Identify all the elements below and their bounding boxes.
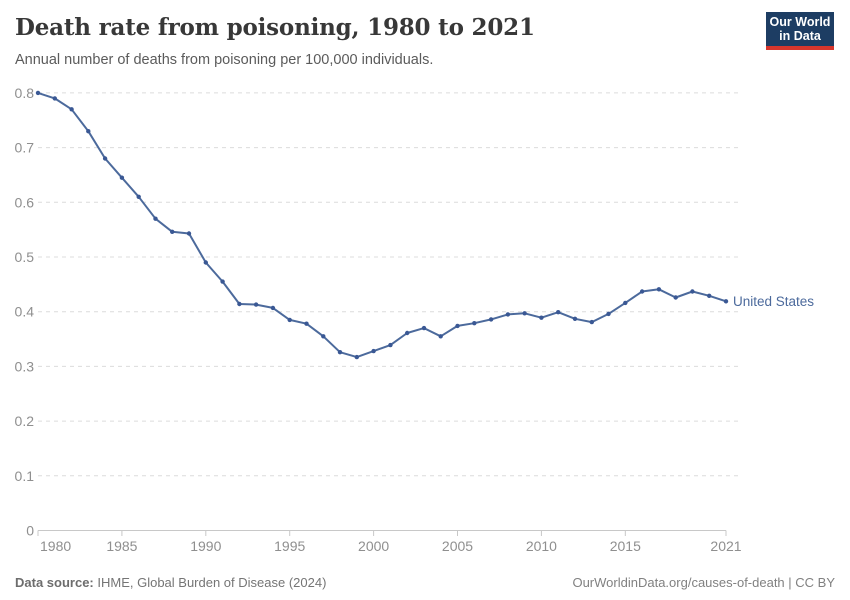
y-tick-label: 0.1 <box>15 468 35 484</box>
y-tick-label: 0 <box>26 523 34 539</box>
data-point[interactable] <box>287 317 292 323</box>
data-point[interactable] <box>572 316 578 321</box>
chart-subtitle: Annual number of deaths from poisoning p… <box>15 52 434 68</box>
x-tick-label: 2021 <box>710 538 741 554</box>
data-point[interactable] <box>220 279 225 284</box>
data-point[interactable] <box>623 300 628 306</box>
x-tick-label: 1990 <box>190 538 221 554</box>
data-point[interactable] <box>69 107 74 112</box>
data-source-text: IHME, Global Burden of Disease (2024) <box>93 575 327 590</box>
data-point[interactable] <box>321 334 326 339</box>
data-point[interactable] <box>606 311 611 317</box>
x-tick-label: 2015 <box>610 538 641 554</box>
data-point[interactable] <box>690 289 695 294</box>
data-point[interactable] <box>253 302 259 307</box>
data-point[interactable] <box>488 317 494 322</box>
page-title: Death rate from poisoning, 1980 to 2021 <box>15 14 535 41</box>
chart-footer: Data source: IHME, Global Burden of Dise… <box>15 575 835 590</box>
data-point[interactable] <box>421 325 427 331</box>
data-point[interactable] <box>707 293 712 298</box>
owid-logo[interactable]: Our World in Data <box>766 12 834 50</box>
data-point[interactable] <box>673 295 678 300</box>
y-tick-label: 0.8 <box>15 85 35 101</box>
data-point[interactable] <box>170 229 175 234</box>
data-point[interactable] <box>438 334 443 339</box>
data-point[interactable] <box>522 311 527 316</box>
data-point[interactable] <box>472 321 477 326</box>
x-tick-label: 1985 <box>106 538 137 554</box>
data-point[interactable] <box>102 156 108 161</box>
series-entity-label[interactable]: United States <box>733 294 814 309</box>
y-tick-label: 0.4 <box>15 304 35 320</box>
data-point[interactable] <box>186 231 192 236</box>
data-point[interactable] <box>153 216 158 221</box>
data-source: Data source: IHME, Global Burden of Dise… <box>15 575 326 590</box>
data-source-label: Data source: <box>15 575 94 590</box>
y-tick-label: 0.7 <box>15 140 35 156</box>
data-point[interactable] <box>656 287 662 292</box>
data-point[interactable] <box>455 323 460 329</box>
data-point[interactable] <box>354 354 359 360</box>
data-point[interactable] <box>119 175 125 180</box>
data-point[interactable] <box>52 96 57 101</box>
data-point[interactable] <box>723 299 729 304</box>
y-tick-label: 0.2 <box>15 413 35 429</box>
data-point[interactable] <box>388 342 393 348</box>
x-tick-label: 1980 <box>40 538 71 554</box>
data-point[interactable] <box>86 129 91 134</box>
x-tick-label: 2000 <box>358 538 389 554</box>
credit-link[interactable]: OurWorldinData.org/causes-of-death | CC … <box>572 575 835 590</box>
data-point[interactable] <box>371 348 376 354</box>
data-point[interactable] <box>405 330 410 336</box>
data-point[interactable] <box>304 321 309 326</box>
data-point[interactable] <box>505 312 511 317</box>
x-tick-label: 1995 <box>274 538 305 554</box>
x-tick-label: 2005 <box>442 538 473 554</box>
data-point[interactable] <box>270 305 276 311</box>
series-line[interactable] <box>37 91 727 359</box>
data-point[interactable] <box>136 194 141 199</box>
data-point[interactable] <box>203 260 208 265</box>
data-point[interactable] <box>589 319 594 325</box>
y-tick-label: 0.5 <box>15 249 35 265</box>
data-point[interactable] <box>337 350 343 355</box>
owid-logo-line1: Our World <box>769 15 831 29</box>
y-tick-label: 0.6 <box>15 194 35 210</box>
data-point[interactable] <box>35 90 41 96</box>
owid-logo-line2: in Data <box>779 29 821 43</box>
y-tick-label: 0.3 <box>15 358 35 374</box>
data-point[interactable] <box>237 301 242 307</box>
data-point[interactable] <box>639 289 645 294</box>
data-point[interactable] <box>539 315 544 320</box>
x-tick-label: 2010 <box>526 538 557 554</box>
data-point[interactable] <box>556 310 561 315</box>
